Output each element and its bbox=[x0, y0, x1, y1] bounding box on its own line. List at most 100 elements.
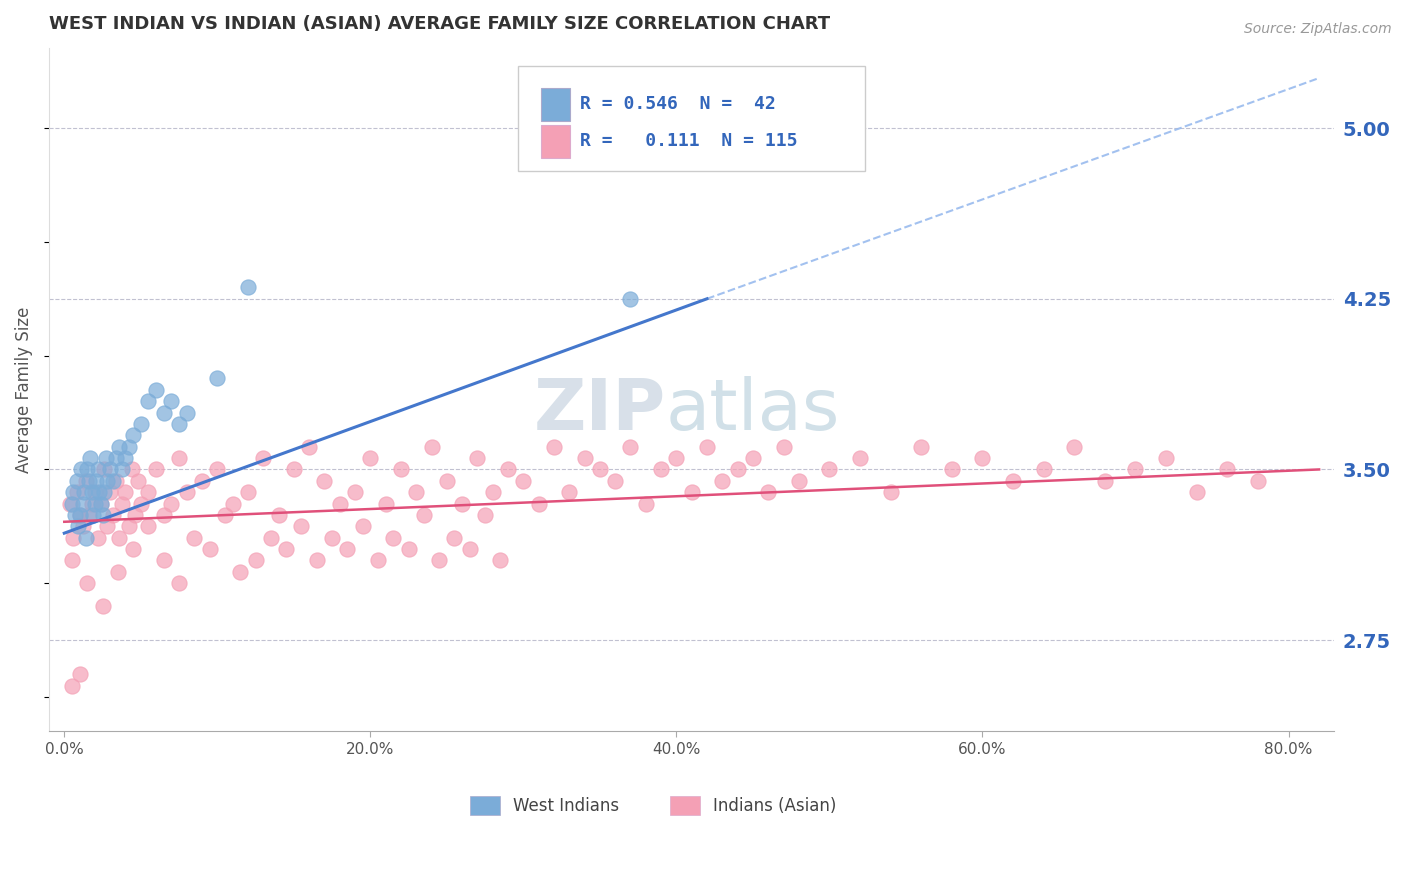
Point bbox=[138, 394, 160, 409]
Point bbox=[252, 451, 274, 466]
Legend: West Indians, Indians (Asian): West Indians, Indians (Asian) bbox=[461, 788, 845, 823]
Point bbox=[96, 519, 118, 533]
Point bbox=[772, 440, 794, 454]
Point bbox=[574, 451, 596, 466]
Point bbox=[60, 497, 83, 511]
Point bbox=[69, 508, 91, 522]
Point bbox=[1125, 462, 1147, 476]
Point bbox=[152, 508, 174, 522]
Point bbox=[62, 531, 84, 545]
Point bbox=[93, 485, 115, 500]
Point bbox=[152, 553, 174, 567]
Point bbox=[1094, 474, 1116, 488]
FancyBboxPatch shape bbox=[541, 88, 569, 120]
Point bbox=[107, 565, 129, 579]
Point bbox=[145, 383, 167, 397]
Point bbox=[221, 497, 243, 511]
Point bbox=[374, 497, 396, 511]
Point bbox=[111, 462, 134, 476]
Text: Source: ZipAtlas.com: Source: ZipAtlas.com bbox=[1244, 22, 1392, 37]
Point bbox=[443, 531, 465, 545]
Point bbox=[1032, 462, 1054, 476]
Point bbox=[436, 474, 458, 488]
Point bbox=[86, 474, 108, 488]
Text: ZIP: ZIP bbox=[534, 376, 666, 445]
Point bbox=[67, 519, 90, 533]
Point bbox=[167, 417, 190, 431]
Point bbox=[329, 497, 352, 511]
Point bbox=[1154, 451, 1177, 466]
Point bbox=[619, 292, 641, 306]
Point bbox=[122, 428, 145, 442]
Point bbox=[451, 497, 474, 511]
Point bbox=[756, 485, 779, 500]
Point bbox=[696, 440, 718, 454]
Point bbox=[77, 474, 100, 488]
Point bbox=[1063, 440, 1085, 454]
Point bbox=[60, 553, 83, 567]
Point bbox=[160, 497, 183, 511]
Point bbox=[111, 497, 134, 511]
Point bbox=[879, 485, 901, 500]
Point bbox=[512, 474, 534, 488]
Point bbox=[420, 440, 443, 454]
Point bbox=[1247, 474, 1270, 488]
Point bbox=[129, 417, 152, 431]
Point bbox=[191, 474, 214, 488]
Point bbox=[80, 485, 103, 500]
Point bbox=[59, 497, 82, 511]
Point bbox=[176, 485, 198, 500]
Point bbox=[114, 485, 136, 500]
Point bbox=[214, 508, 236, 522]
Point bbox=[108, 440, 131, 454]
Point bbox=[543, 440, 565, 454]
Text: atlas: atlas bbox=[666, 376, 841, 445]
Point bbox=[121, 462, 143, 476]
Point bbox=[741, 451, 763, 466]
Point bbox=[73, 485, 96, 500]
Point bbox=[83, 485, 105, 500]
Point bbox=[122, 542, 145, 557]
Point bbox=[634, 497, 657, 511]
Point bbox=[650, 462, 672, 476]
Point bbox=[236, 485, 259, 500]
Point bbox=[283, 462, 305, 476]
Point bbox=[167, 576, 190, 591]
Point bbox=[267, 508, 290, 522]
FancyBboxPatch shape bbox=[519, 65, 865, 171]
Point bbox=[298, 440, 321, 454]
Point bbox=[87, 462, 110, 476]
Point bbox=[127, 474, 149, 488]
Point bbox=[62, 485, 84, 500]
Point bbox=[79, 451, 101, 466]
Point bbox=[72, 497, 94, 511]
Point bbox=[1216, 462, 1239, 476]
Text: WEST INDIAN VS INDIAN (ASIAN) AVERAGE FAMILY SIZE CORRELATION CHART: WEST INDIAN VS INDIAN (ASIAN) AVERAGE FA… bbox=[49, 15, 830, 33]
Point bbox=[382, 531, 405, 545]
Point bbox=[138, 519, 160, 533]
Point bbox=[344, 485, 367, 500]
Point bbox=[207, 462, 229, 476]
Point bbox=[91, 599, 114, 613]
Point bbox=[245, 553, 267, 567]
Y-axis label: Average Family Size: Average Family Size bbox=[15, 307, 32, 473]
Point bbox=[665, 451, 688, 466]
Point bbox=[405, 485, 427, 500]
Point bbox=[108, 531, 131, 545]
Point bbox=[481, 485, 503, 500]
Point bbox=[352, 519, 374, 533]
Point bbox=[105, 451, 128, 466]
Point bbox=[314, 474, 336, 488]
Point bbox=[160, 394, 183, 409]
Point bbox=[103, 508, 125, 522]
Point bbox=[236, 280, 259, 294]
Point bbox=[727, 462, 749, 476]
Point bbox=[94, 451, 117, 466]
Point bbox=[412, 508, 434, 522]
Point bbox=[82, 508, 104, 522]
Point bbox=[117, 519, 139, 533]
Point bbox=[167, 451, 190, 466]
Point bbox=[83, 497, 105, 511]
Point bbox=[76, 576, 98, 591]
Point bbox=[138, 485, 160, 500]
